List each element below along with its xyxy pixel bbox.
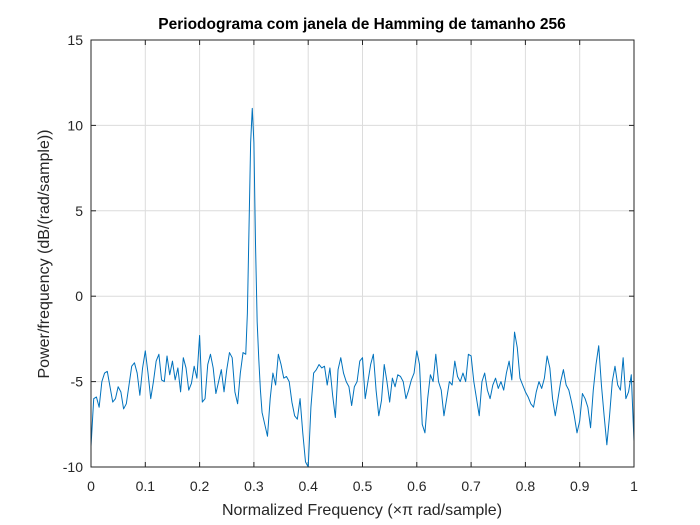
axes-box <box>90 39 635 468</box>
y-axis-label: Power/frequency (dB/(rad/sample)) <box>36 130 53 379</box>
y-tick-label: -10 <box>63 459 83 475</box>
x-tick-label: 0.3 <box>244 478 264 494</box>
y-tick-label: -5 <box>71 374 84 390</box>
y-tick-label: 0 <box>75 288 83 304</box>
x-tick-labels: 0 0.1 0.2 0.3 0.4 0.5 0.6 0.7 0.8 0.9 1 <box>87 478 638 494</box>
x-tick-label: 0.7 <box>461 478 481 494</box>
y-tick-label: 10 <box>67 117 83 133</box>
series-line-periodogram <box>90 107 635 468</box>
x-tick-label: 0.9 <box>570 478 590 494</box>
x-tick-label: 0.1 <box>136 478 156 494</box>
x-tick-label: 1 <box>630 478 638 494</box>
y-tick-labels: -10 -5 0 5 10 15 <box>63 32 83 475</box>
x-tick-label: 0.5 <box>353 478 373 494</box>
chart-title: Periodograma com janela de Hamming de ta… <box>158 16 566 33</box>
x-tick-label: 0.2 <box>190 478 210 494</box>
x-axis-label: Normalized Frequency (×π rad/sample) <box>222 502 502 519</box>
y-tick-label: 5 <box>75 203 83 219</box>
y-tick-label: 15 <box>67 32 83 48</box>
x-axis-label-prefix: Normalized Frequency ( <box>222 502 393 519</box>
x-tick-label: 0 <box>87 478 95 494</box>
x-tick-label: 0.8 <box>516 478 536 494</box>
x-tick-label: 0.6 <box>407 478 427 494</box>
x-axis-label-symbol: ×π <box>393 502 413 519</box>
x-tick-label: 0.4 <box>298 478 318 494</box>
x-axis-label-suffix: rad/sample) <box>413 502 502 519</box>
